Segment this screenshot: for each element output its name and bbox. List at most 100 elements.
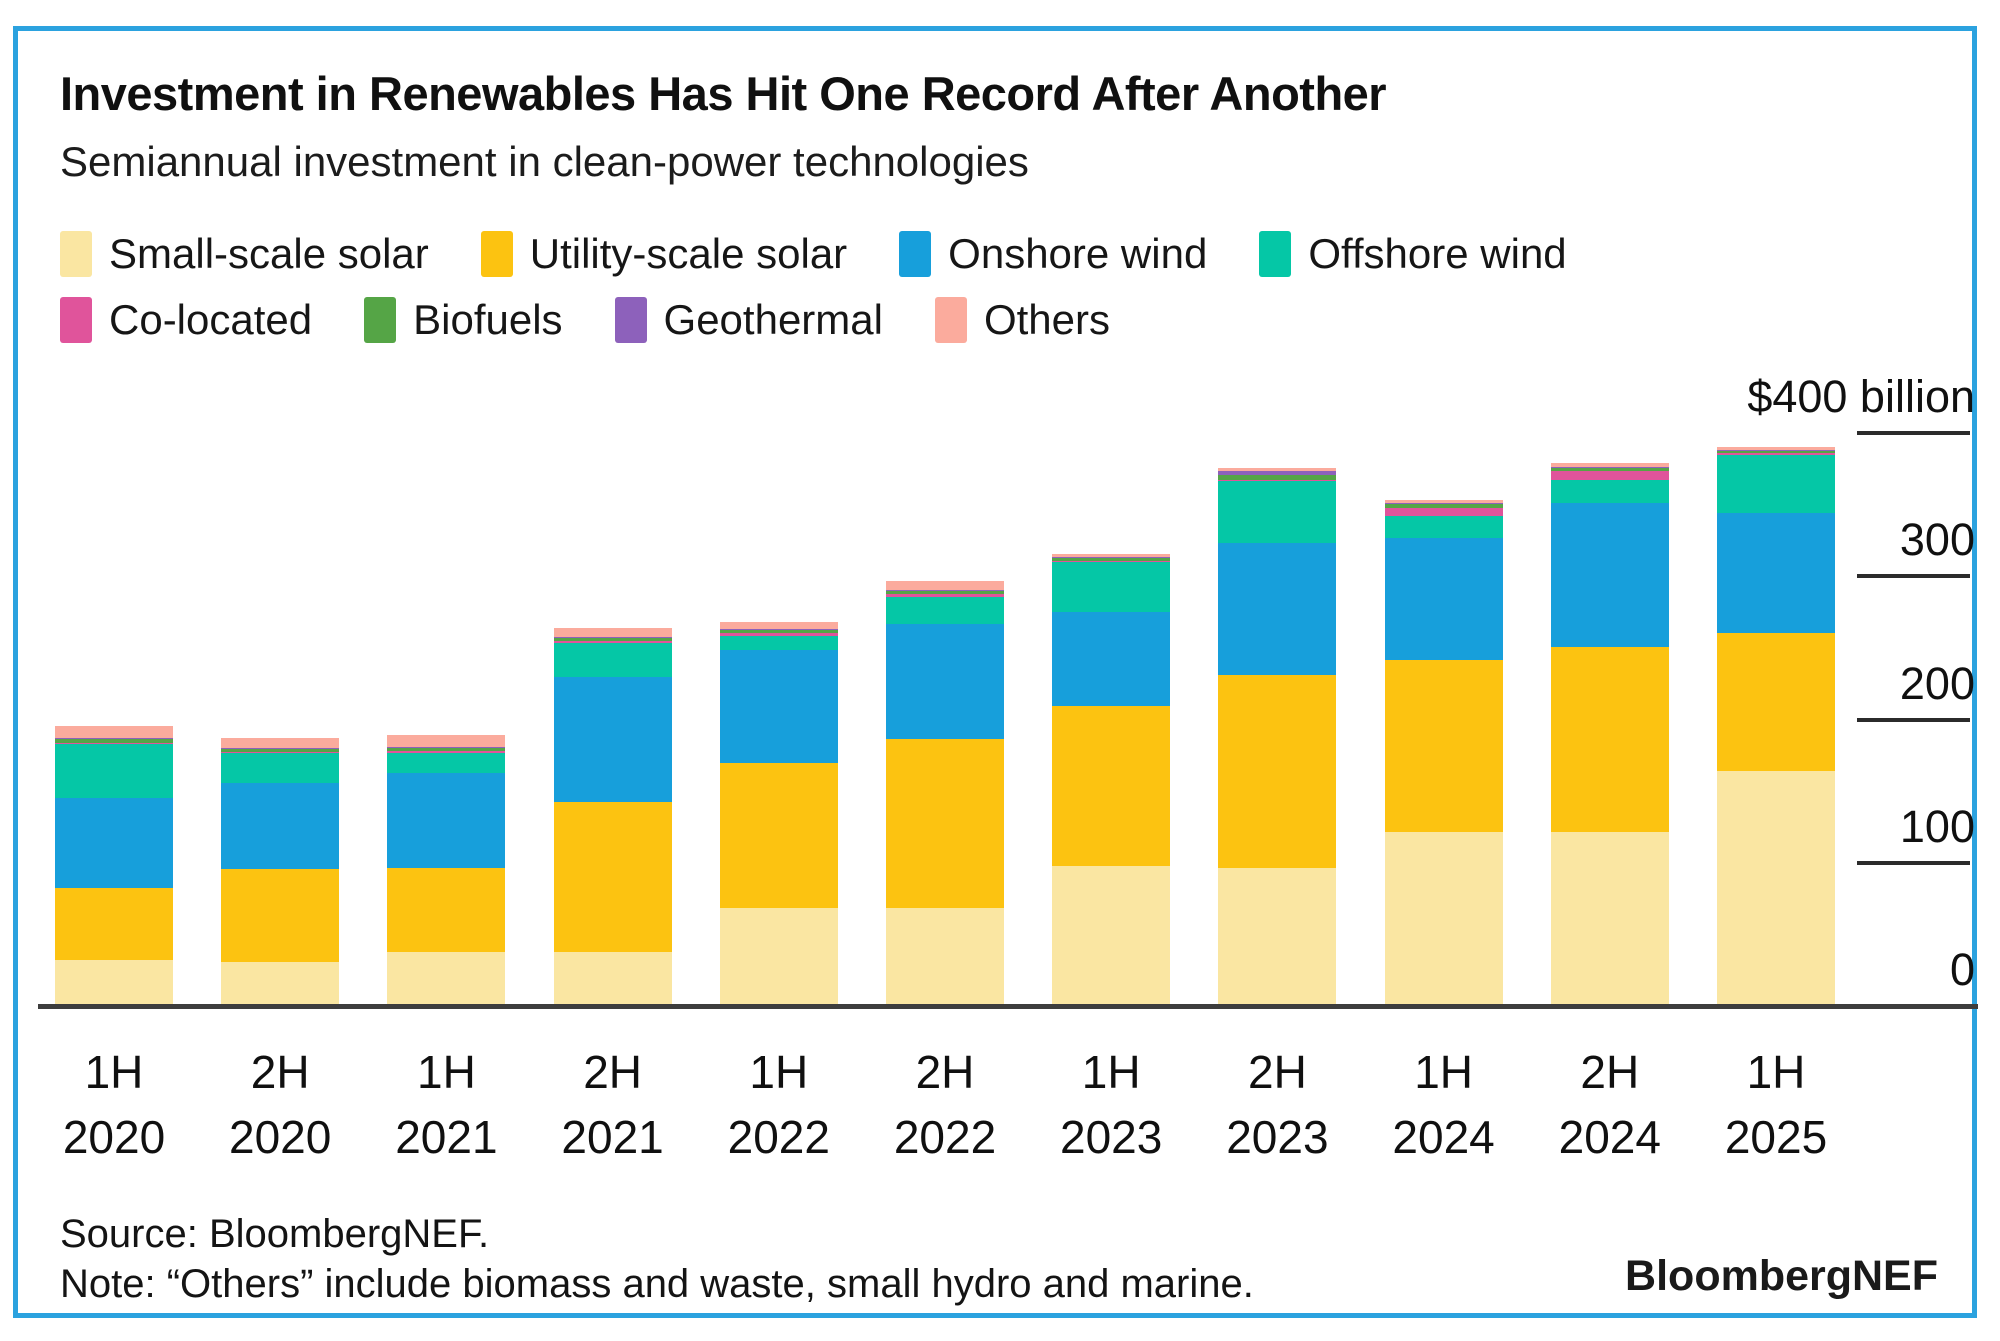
bar-segment-offshore-wind [55,743,173,798]
legend-label: Onshore wind [948,230,1208,277]
legend-label: Co-located [109,296,313,343]
bar-group-1h-2025 [1717,431,1835,1004]
bar-segment-others [1384,500,1503,504]
bar-segment-small-scale-solar [1717,770,1835,1004]
bar-segment-utility-scale-solar [387,867,506,953]
y-axis-tick-label: 200 [1899,657,1975,709]
bar-segment-geothermal [55,738,173,739]
bar-segment-small-scale-solar [553,952,672,1004]
legend-label: Offshore wind [1308,230,1567,277]
y-axis-tick [1857,860,1970,865]
plot-area [55,431,1835,1004]
bar-segment-small-scale-solar [387,952,506,1004]
bar-segment-small-scale-solar [221,962,340,1004]
bar-segment-biofuels [1384,504,1503,509]
x-axis-label: 1H 2020 [62,1046,166,1164]
bar-segment-biofuels [55,739,173,743]
y-axis-tick [1857,717,1970,722]
bar-segment-utility-scale-solar [1384,660,1503,833]
legend-item-small-scale-solar: Small-scale solar [60,230,429,278]
legend-swatch [60,297,92,343]
bar-segment-biofuels [387,747,506,752]
bar-segment-utility-scale-solar [1550,647,1669,833]
bar-segment-co-located [886,594,1004,598]
y-axis-tick [1857,431,1970,435]
bar-segment-co-located [1384,508,1503,516]
bar-segment-utility-scale-solar [1218,674,1337,868]
bar-segment-offshore-wind [719,635,838,651]
bar-segment-co-located [1717,453,1835,456]
bar-segment-geothermal [221,748,340,750]
bar-segment-onshore-wind [1717,512,1835,633]
legend-swatch [614,297,647,343]
bar-segment-co-located [55,742,173,744]
x-axis-label: 2H 2020 [229,1046,332,1164]
bar-segment-others [55,726,173,739]
bar-segment-co-located [387,751,506,754]
bar-segment-utility-scale-solar [553,802,672,953]
chart-title: Investment in Renewables Has Hit One Rec… [60,67,1387,120]
bar-segment-utility-scale-solar [719,763,838,909]
bar-group-2h-2022 [886,431,1004,1004]
bar-segment-small-scale-solar [1052,866,1171,1004]
bar-segment-geothermal [1218,471,1337,476]
brand-logo: BloombergNEF [1625,1252,1938,1300]
bar-segment-geothermal [719,628,838,630]
bar-group-1h-2020 [55,431,173,1004]
bar-segment-onshore-wind [1384,538,1503,661]
bar-segment-co-located [1218,479,1337,482]
bar-segment-biofuels [553,637,672,641]
bar-segment-co-located [221,751,340,754]
note-text: Note: “Others” include biomass and waste… [60,1262,1254,1306]
legend-swatch [899,231,932,277]
bar-segment-small-scale-solar [55,959,173,1004]
bar-segment-onshore-wind [221,783,340,870]
legend-item-geothermal: Geothermal [614,296,883,344]
bar-segment-offshore-wind [387,753,506,774]
x-axis-baseline [38,1004,1978,1009]
bar-segment-geothermal [1550,466,1669,468]
bar-group-2h-2023 [1218,431,1337,1004]
legend-label: Geothermal [663,296,883,343]
y-axis-tick-label: 100 [1899,800,1975,852]
bar-segment-offshore-wind [1052,561,1171,612]
bar-segment-offshore-wind [221,753,340,784]
bar-segment-utility-scale-solar [1717,633,1835,771]
bar-segment-others [886,580,1004,591]
bar-group-1h-2024 [1384,431,1503,1004]
bar-segment-geothermal [886,590,1004,591]
legend-label: Biofuels [413,296,563,343]
legend-swatch [60,231,92,277]
bar-segment-onshore-wind [1052,611,1171,707]
y-axis-tick [1857,574,1970,579]
legend-item-utility-scale-solar: Utility-scale solar [480,230,847,278]
bar-segment-geothermal [1717,449,1835,452]
bar-segment-onshore-wind [387,773,506,868]
bar-segment-biofuels [1052,557,1171,561]
bar-segment-biofuels [1550,467,1669,472]
legend-swatch [364,297,397,343]
bar-group-2h-2020 [221,431,340,1004]
legend-item-others: Others [934,296,1111,344]
legend-item-biofuels: Biofuels [364,296,563,344]
bar-segment-geothermal [1052,557,1171,558]
bar-segment-co-located [1052,560,1171,562]
bar-segment-utility-scale-solar [1052,706,1171,867]
x-axis-label: 1H 2022 [727,1046,830,1164]
bar-segment-small-scale-solar [719,908,838,1004]
bar-segment-offshore-wind [1384,515,1503,539]
bar-group-1h-2023 [1052,431,1171,1004]
legend-label: Small-scale solar [109,230,429,277]
bar-group-1h-2021 [387,431,506,1004]
bar-segment-co-located [553,640,672,644]
x-axis-label: 1H 2021 [395,1046,498,1164]
bar-segment-others [719,621,838,629]
legend-item-co-located: Co-located [60,296,312,344]
bar-segment-offshore-wind [886,597,1004,625]
legend-label: Others [983,296,1111,343]
chart-frame [13,26,1977,1318]
legend-item-onshore-wind: Onshore wind [899,230,1207,278]
bar-segment-onshore-wind [1550,502,1669,648]
bar-segment-others [553,627,672,637]
bar-segment-onshore-wind [553,677,672,803]
